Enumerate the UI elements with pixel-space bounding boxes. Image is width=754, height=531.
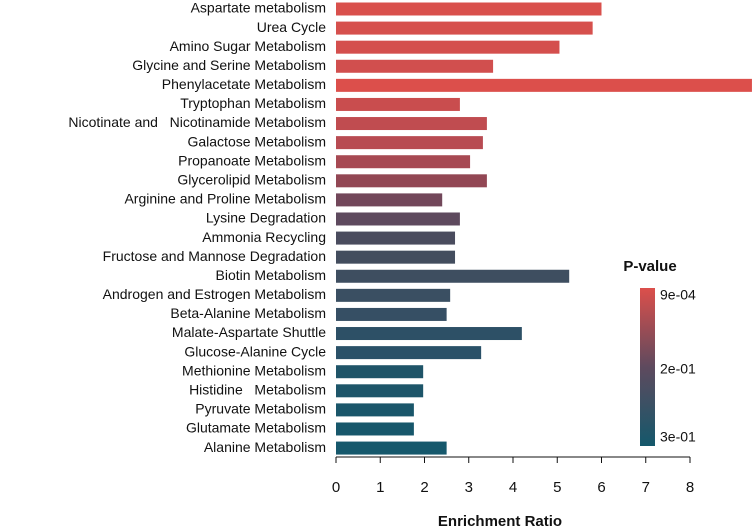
bar (336, 422, 414, 436)
x-tick-label: 1 (376, 479, 384, 496)
y-tick-label: Glucose-Alanine Cycle (184, 343, 326, 359)
bar (336, 155, 471, 169)
y-tick-label: Glutamate Metabolism (186, 420, 326, 436)
bar (336, 2, 602, 16)
bar (336, 193, 443, 207)
y-tick-label: Methionine Metabolism (182, 362, 326, 378)
bar (336, 21, 593, 35)
y-tick-label: Glycerolipid Metabolism (177, 172, 326, 188)
bar (336, 288, 451, 302)
legend-label: 9e-04 (660, 287, 696, 303)
legend-label: 3e-01 (660, 429, 696, 445)
y-tick-label: Alanine Metabolism (204, 439, 326, 455)
y-tick-label: Propanoate Metabolism (178, 152, 326, 168)
y-tick-label: Urea Cycle (257, 19, 326, 35)
bar (336, 403, 414, 417)
y-tick-label: Fructose and Mannose Degradation (103, 248, 326, 264)
x-tick-label: 0 (332, 479, 340, 496)
x-tick-label: 7 (642, 479, 650, 496)
x-axis-title: Enrichment Ratio (438, 513, 562, 530)
y-tick-label: Pyruvate Metabolism (195, 401, 326, 417)
bar (336, 59, 494, 73)
bar (336, 174, 487, 188)
bar (336, 441, 447, 455)
y-tick-label: Arginine and Proline Metabolism (124, 191, 326, 207)
bar (336, 250, 456, 264)
y-tick-label: Tryptophan Metabolism (180, 95, 326, 111)
bar (336, 136, 483, 150)
legend-label: 2e-01 (660, 361, 696, 377)
y-tick-label: Amino Sugar Metabolism (170, 38, 326, 54)
y-tick-label: Phenylacetate Metabolism (162, 76, 326, 92)
y-tick-label: Aspartate metabolism (191, 0, 326, 16)
y-tick-label: Beta-Alanine Metabolism (170, 305, 326, 321)
bar (336, 231, 456, 245)
bar (336, 327, 522, 341)
y-tick-label: Lysine Degradation (206, 210, 326, 226)
bar (336, 40, 560, 54)
x-tick-label: 8 (686, 479, 694, 496)
legend-title: P-value (623, 258, 676, 275)
colorbar (640, 288, 655, 446)
x-tick-label: 3 (465, 479, 473, 496)
x-tick-label: 5 (553, 479, 561, 496)
bar (336, 269, 570, 283)
y-tick-label: Ammonia Recycling (202, 229, 326, 245)
y-tick-label: Biotin Metabolism (216, 267, 327, 283)
bar (336, 346, 482, 360)
y-tick-label: Nicotinate and Nicotinamide Metabolism (68, 114, 326, 130)
bar (336, 365, 424, 379)
bar (336, 307, 447, 321)
bar (336, 78, 752, 92)
bar (336, 384, 424, 398)
bar (336, 212, 460, 226)
y-tick-label: Histidine Metabolism (189, 382, 326, 398)
y-tick-label: Galactose Metabolism (187, 133, 326, 149)
y-tick-label: Androgen and Estrogen Metabolism (103, 286, 326, 302)
y-tick-label: Glycine and Serine Metabolism (132, 57, 326, 73)
x-tick-label: 2 (420, 479, 428, 496)
bar (336, 117, 487, 131)
y-tick-label: Malate-Aspartate Shuttle (172, 324, 326, 340)
x-tick-label: 6 (597, 479, 605, 496)
bar (336, 97, 460, 111)
x-tick-label: 4 (509, 479, 517, 496)
